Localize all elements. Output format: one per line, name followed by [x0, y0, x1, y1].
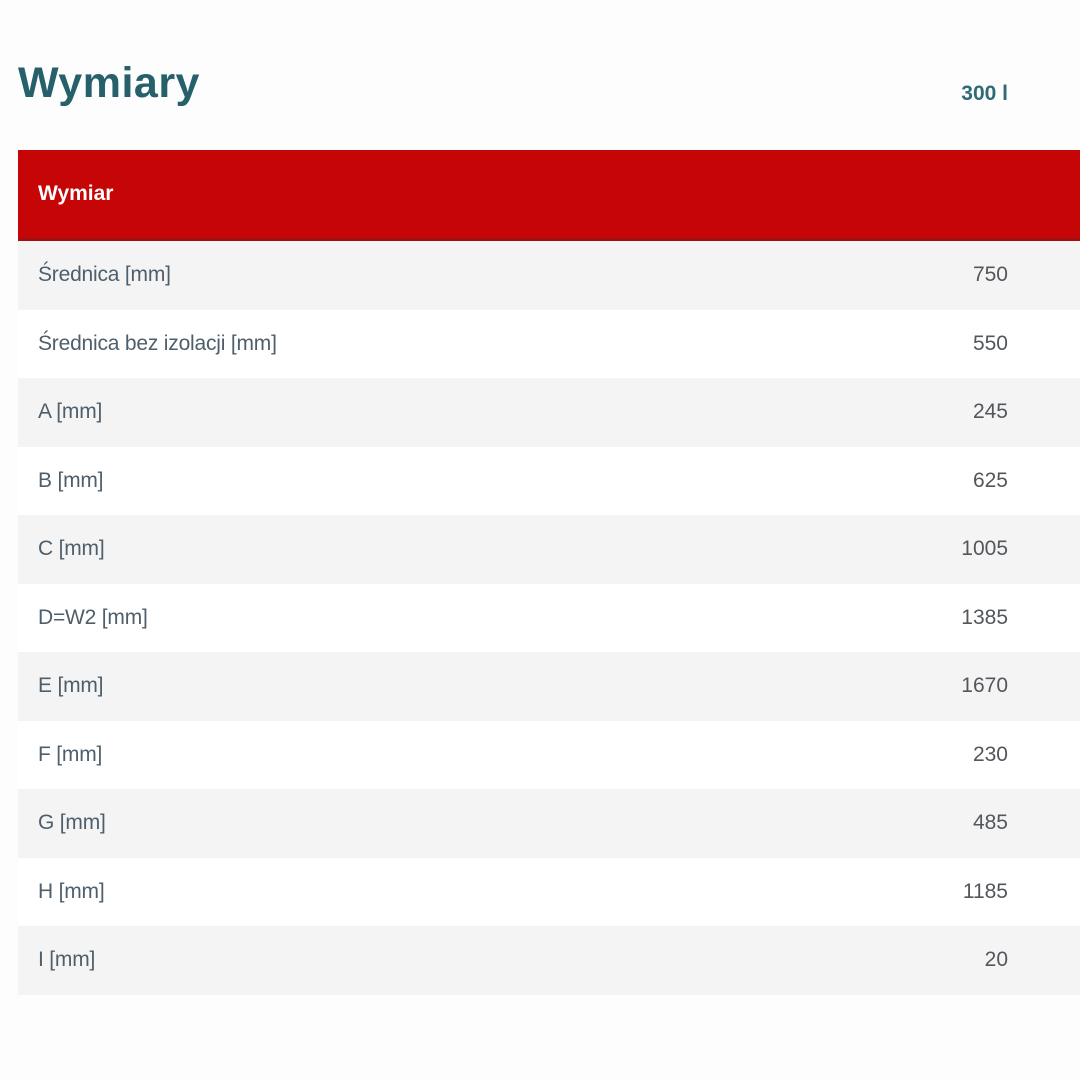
- dimension-label: D=W2 [mm]: [38, 605, 148, 629]
- dimension-value: 20: [984, 948, 1008, 972]
- section-header: Wymiary 300 l: [0, 0, 1080, 150]
- dimensions-table: Wymiar Średnica [mm] 750 Średnica bez iz…: [18, 150, 1080, 995]
- table-row: Średnica bez izolacji [mm] 550: [18, 309, 1080, 378]
- capacity-column-label: 300 l: [961, 82, 1008, 105]
- table-header-row: Wymiar: [18, 150, 1080, 241]
- table-row: F [mm] 230: [18, 720, 1080, 789]
- dimension-label: A [mm]: [38, 400, 103, 424]
- dimension-label: Średnica bez izolacji [mm]: [38, 331, 277, 355]
- table-row: G [mm] 485: [18, 789, 1080, 858]
- table-header-label: Wymiar: [38, 182, 114, 205]
- page-title: Wymiary: [18, 59, 200, 107]
- table-row: Średnica [mm] 750: [18, 241, 1080, 310]
- table-row: A [mm] 245: [18, 378, 1080, 447]
- dimension-value: 485: [972, 811, 1008, 835]
- dimension-value: 245: [972, 400, 1008, 424]
- dimension-value: 1005: [961, 537, 1008, 561]
- dimension-value: 750: [972, 263, 1008, 287]
- table-row: E [mm] 1670: [18, 652, 1080, 721]
- dimension-label: Średnica [mm]: [38, 263, 171, 287]
- dimension-value: 1670: [961, 674, 1008, 698]
- dimension-label: G [mm]: [38, 811, 106, 835]
- dimension-label: H [mm]: [38, 879, 105, 903]
- table-row: B [mm] 625: [18, 446, 1080, 515]
- table-row: D=W2 [mm] 1385: [18, 583, 1080, 652]
- table-row: I [mm] 20: [18, 926, 1080, 995]
- dimensions-table-body: Średnica [mm] 750 Średnica bez izolacji …: [18, 241, 1080, 995]
- dimension-value: 550: [972, 331, 1008, 355]
- dimension-value: 230: [972, 742, 1008, 766]
- dimension-value: 1185: [962, 879, 1008, 903]
- dimension-label: B [mm]: [38, 468, 104, 492]
- dimension-label: C [mm]: [38, 537, 105, 561]
- dimension-label: F [mm]: [38, 742, 103, 766]
- dimension-value: 625: [972, 468, 1008, 492]
- dimension-label: I [mm]: [38, 948, 96, 972]
- table-row: H [mm] 1185: [18, 857, 1080, 926]
- dimension-label: E [mm]: [38, 674, 104, 698]
- dimension-value: 1385: [961, 605, 1008, 629]
- table-row: C [mm] 1005: [18, 515, 1080, 584]
